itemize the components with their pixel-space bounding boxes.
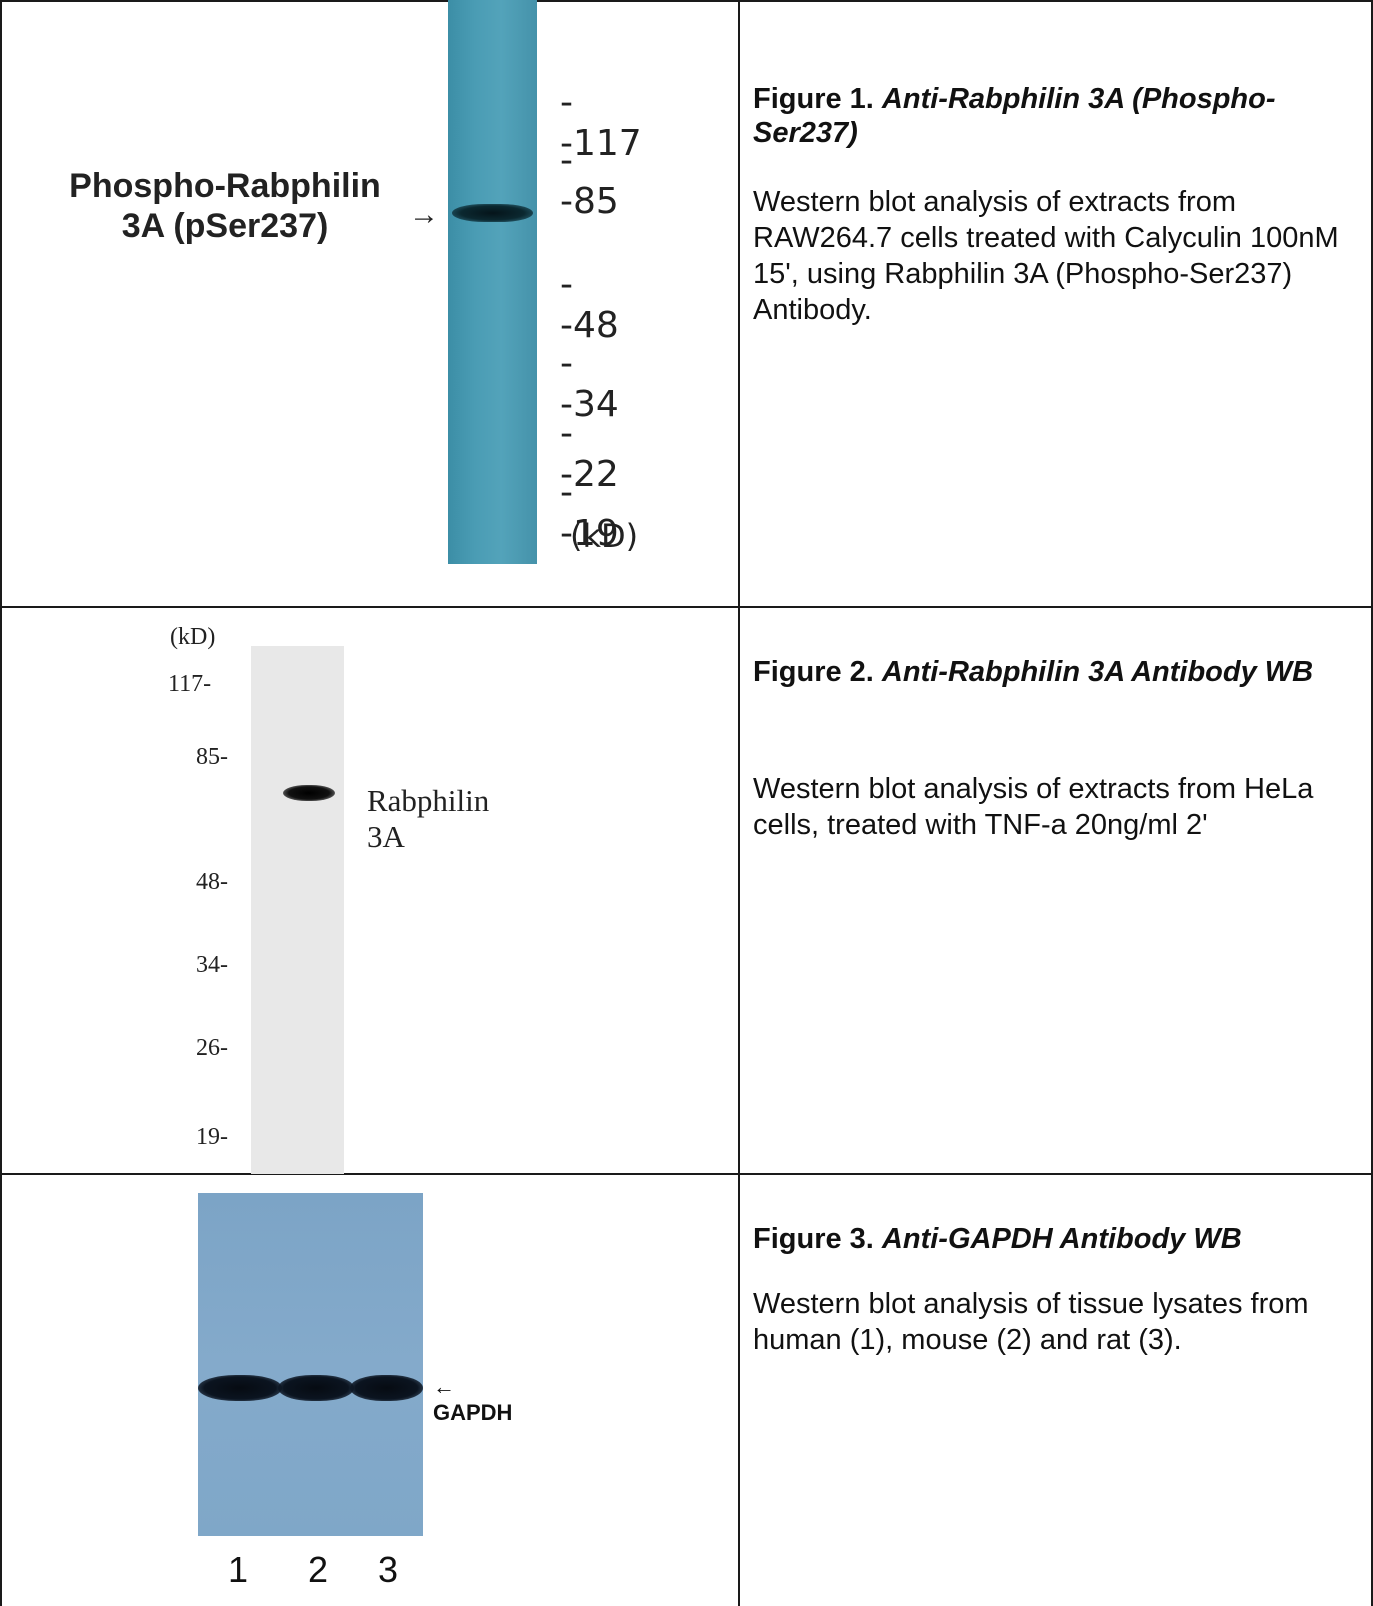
figure-1-title-italic: Anti-Rabphilin 3A (Phospho-Ser237) (753, 83, 1276, 149)
blot-2-band-label: Rabphilin 3A (367, 783, 490, 854)
lane-number-1: 1 (228, 1549, 249, 1590)
marker-2-117: 117- (168, 671, 212, 697)
table-divider-row1 (0, 606, 1373, 608)
lane-number-3: 3 (378, 1549, 399, 1590)
blot-1-band-label: Phospho-Rabphilin 3A (pSer237) (40, 166, 410, 246)
blot-3-band-lane-1 (198, 1375, 282, 1401)
blot-3-band-lane-3 (350, 1375, 423, 1401)
figure-2-title: Figure 2. Anti-Rabphilin 3A Antibody WB (753, 655, 1365, 689)
figure-3-title-prefix: Figure 3. (753, 1223, 874, 1255)
marker-2-26: 26- (196, 1035, 228, 1061)
figure-2-title-prefix: Figure 2. (753, 656, 874, 688)
table-border-top (0, 0, 1373, 2)
figure-3-title-italic: Anti-GAPDH Antibody WB (881, 1223, 1242, 1255)
table-divider-vertical (738, 0, 740, 1606)
blot-3-band-label-text: GAPDH (433, 1400, 513, 1425)
figure-1-description: Western blot analysis of extracts from R… (753, 186, 1339, 326)
marker-1-unit: (kD) (570, 517, 639, 555)
marker-1-22: --22 (560, 413, 619, 495)
figure-1-caption: Figure 1. Anti-Rabphilin 3A (Phospho-Ser… (753, 82, 1365, 328)
blot-2-lane (251, 646, 344, 1174)
figure-3-description: Western blot analysis of tissue lysates … (753, 1288, 1309, 1356)
figure-2-description: Western blot analysis of extracts from H… (753, 773, 1314, 841)
marker-2-48: 48- (196, 869, 228, 895)
figure-2-caption: Figure 2. Anti-Rabphilin 3A Antibody WB … (753, 655, 1365, 843)
table-border-left (0, 0, 2, 1606)
blot-2-band (283, 785, 335, 801)
marker-2-unit: (kD) (170, 624, 216, 650)
blot-3-band-label: ← GAPDH (433, 1374, 512, 1426)
marker-1-34: --34 (560, 343, 619, 425)
marker-1-19: --19 (560, 472, 619, 554)
blot-1-band (452, 204, 533, 222)
blot-1-band-label-line2: 3A (pSer237) (121, 207, 329, 245)
blot-1-lane (448, 0, 537, 564)
marker-2-19: 19- (196, 1124, 228, 1150)
marker-1-48: --48 (560, 264, 619, 346)
figure-2-title-italic: Anti-Rabphilin 3A Antibody WB (881, 656, 1314, 688)
figure-3-caption: Figure 3. Anti-GAPDH Antibody WB Western… (753, 1222, 1365, 1358)
figure-3-title: Figure 3. Anti-GAPDH Antibody WB (753, 1222, 1365, 1256)
blot-3-membrane (198, 1193, 423, 1536)
blot-3-band-lane-2 (278, 1375, 354, 1401)
arrow-left-icon: ← (433, 1374, 455, 1399)
marker-2-34: 34- (196, 952, 228, 978)
lane-number-2: 2 (308, 1549, 329, 1590)
table-divider-row2 (0, 1173, 1373, 1175)
figure-1-title-prefix: Figure 1. (753, 83, 874, 115)
marker-1-85: --85 (560, 140, 619, 222)
blot-1-band-label-line1: Phospho-Rabphilin (69, 167, 381, 205)
figure-1-title: Figure 1. Anti-Rabphilin 3A (Phospho-Ser… (753, 82, 1365, 150)
table-border-right (1371, 0, 1373, 1606)
marker-2-85: 85- (196, 744, 228, 770)
arrow-right-icon: → (409, 198, 439, 231)
marker-1-117: --117 (560, 82, 642, 164)
